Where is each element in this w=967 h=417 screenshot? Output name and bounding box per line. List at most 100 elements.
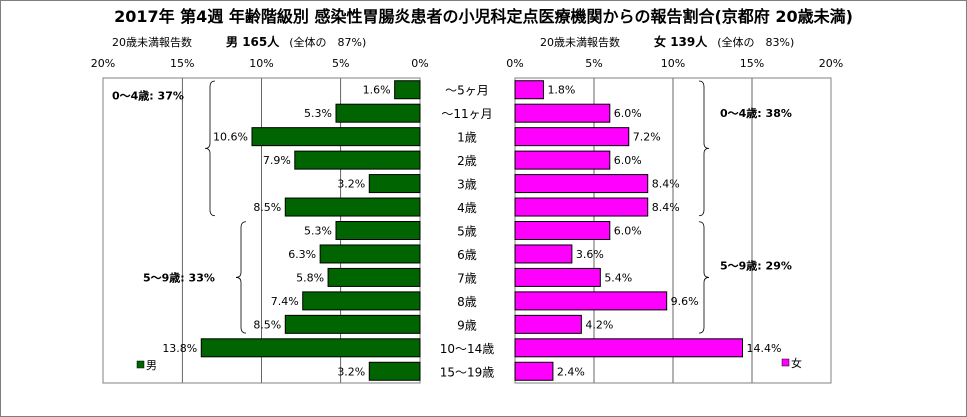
female-bar [514, 267, 601, 287]
female-bar [514, 338, 744, 358]
male-value-label: 13.8% [162, 342, 197, 355]
female-bar [514, 244, 573, 264]
male-value-label: 8.5% [253, 201, 281, 214]
category-label: 15〜19歳 [440, 365, 495, 379]
female-bar [514, 150, 611, 170]
female-bar [514, 103, 611, 123]
male-tick-label: 5% [332, 57, 349, 70]
category-label: 〜11ヶ月 [441, 107, 492, 121]
category-label: 1歳 [457, 131, 477, 145]
male-bar [200, 338, 421, 358]
male-5-9-label: 5〜9歳: 33% [143, 270, 215, 284]
female-axis-label: 20歳未満報告数 [540, 36, 620, 49]
category-label: 7歳 [457, 271, 477, 285]
female-bar [514, 291, 668, 311]
female-tick-label: 20% [819, 57, 843, 70]
male-value-label: 10.6% [213, 131, 248, 144]
female-value-label: 6.0% [614, 107, 642, 120]
female-value-label: 7.2% [633, 131, 661, 144]
male-0-4-bracket [204, 80, 216, 217]
female-bar [514, 361, 554, 381]
male-value-label: 5.3% [304, 107, 332, 120]
female-bar [514, 127, 630, 147]
female-bar [514, 80, 544, 100]
male-bar [319, 244, 421, 264]
male-bar [335, 103, 421, 123]
female-value-label: 3.6% [576, 248, 604, 261]
male-tick-label: 0% [411, 57, 428, 70]
female-value-label: 14.4% [747, 342, 782, 355]
female-value-label: 6.0% [614, 154, 642, 167]
male-count: 165人 [242, 35, 280, 49]
bars [200, 80, 744, 381]
category-label: 4歳 [457, 201, 477, 215]
female-subheading: 20歳未満報告数 女 139人 (全体の 83%) [540, 33, 794, 50]
male-value-label: 7.4% [271, 295, 299, 308]
female-count: 139人 [670, 35, 708, 49]
category-label: 〜5ヶ月 [445, 84, 489, 98]
male-value-label: 1.6% [363, 84, 391, 97]
male-bar [251, 127, 421, 147]
category-label: 8歳 [457, 295, 477, 309]
female-0-4-bracket [698, 80, 710, 217]
male-bar [327, 267, 421, 287]
female-tick-label: 5% [585, 57, 602, 70]
category-label: 6歳 [457, 248, 477, 262]
male-value-label: 5.8% [296, 271, 324, 284]
male-axis-label: 20歳未満報告数 [112, 36, 192, 49]
male-legend-label: 男 [146, 359, 157, 372]
male-5-9-bracket [235, 221, 247, 334]
female-value-label: 6.0% [614, 225, 642, 238]
female-bar [514, 221, 611, 240]
female-bar [514, 174, 649, 194]
male-value-label: 8.5% [253, 318, 281, 331]
male-tick-label: 10% [249, 57, 273, 70]
male-bar [284, 197, 421, 217]
male-bar [302, 291, 421, 311]
female-sex-label: 女 [654, 35, 667, 49]
labels: 0% 0% 5% 5% 10% 10% 15% 15% 20% 20% 1.6% 1.8% 〜5ヶ月 5.… [91, 57, 843, 379]
female-value-label: 2.4% [557, 365, 585, 378]
male-value-label: 7.9% [263, 154, 291, 167]
female-tick-label: 10% [661, 57, 685, 70]
male-value-label: 6.3% [288, 248, 316, 261]
brackets: 0〜4歳: 37% 5〜9歳: 33% 0〜4歳: 38% 5〜9歳: 29% [112, 80, 792, 334]
female-0-4-label: 0〜4歳: 38% [720, 106, 792, 120]
male-0-4-label: 0〜4歳: 37% [112, 88, 184, 102]
female-tick-label: 0% [506, 57, 523, 70]
category-label: 5歳 [457, 225, 477, 239]
male-bar [368, 361, 421, 381]
female-value-label: 4.2% [585, 318, 613, 331]
female-value-label: 8.4% [652, 178, 680, 191]
male-value-label: 3.2% [337, 178, 365, 191]
male-value-label: 3.2% [337, 365, 365, 378]
male-tick-label: 20% [91, 57, 115, 70]
female-value-label: 1.8% [547, 84, 575, 97]
female-tick-label: 15% [740, 57, 764, 70]
page-title: 2017年 第4週 年齢階級別 感染性胃腸炎患者の小児科定点医療機関からの報告割… [114, 7, 853, 26]
male-bar [394, 80, 421, 100]
male-legend-swatch [136, 360, 145, 369]
female-legend-label: 女 [791, 356, 802, 370]
male-share: (全体の 87%) [289, 36, 367, 49]
male-subheading: 20歳未満報告数 男 165人 (全体の 87%) [112, 33, 366, 50]
female-value-label: 9.6% [671, 295, 699, 308]
female-share: (全体の 83%) [717, 36, 795, 49]
male-sex-label: 男 [226, 35, 239, 49]
category-label: 2歳 [457, 154, 477, 168]
category-label: 10〜14歳 [440, 342, 495, 356]
category-label: 3歳 [457, 178, 477, 192]
female-bar [514, 314, 582, 334]
male-tick-label: 15% [170, 57, 194, 70]
female-5-9-label: 5〜9歳: 29% [720, 258, 792, 272]
male-bar [284, 314, 421, 334]
male-bar [335, 221, 421, 240]
female-value-label: 5.4% [604, 271, 632, 284]
female-value-label: 8.4% [652, 201, 680, 214]
male-bar [368, 174, 421, 194]
female-5-9-bracket [698, 221, 710, 334]
male-bar [294, 150, 421, 170]
category-label: 9歳 [457, 318, 477, 332]
female-legend-swatch [781, 358, 790, 367]
